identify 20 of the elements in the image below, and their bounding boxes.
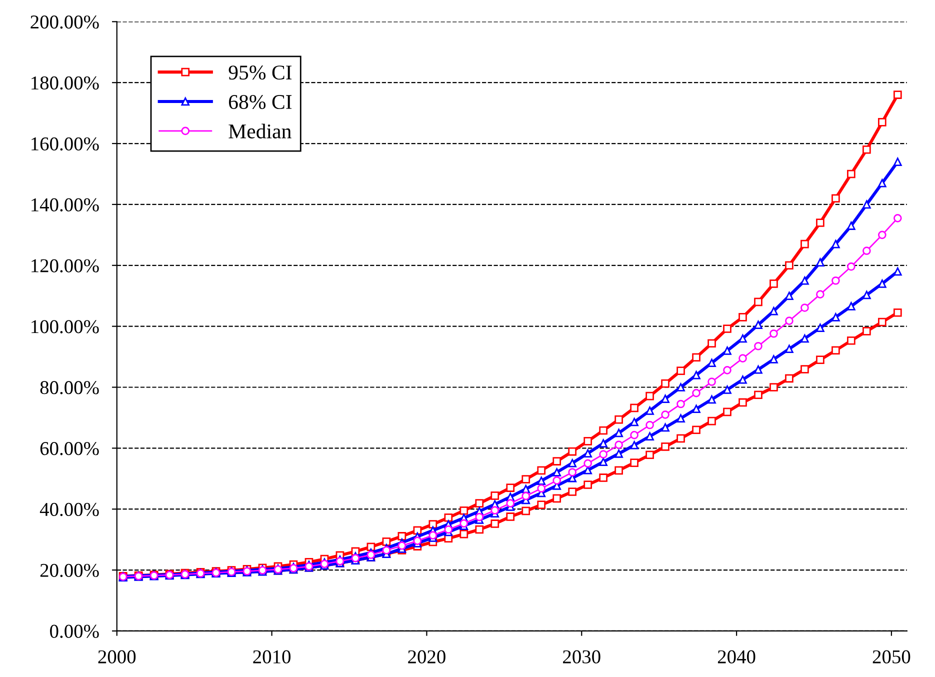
x-tick-label: 2030 bbox=[563, 650, 600, 664]
x-tick-label: 2020 bbox=[408, 650, 446, 664]
y-tick-label: 20.00% bbox=[40, 564, 99, 578]
y-tick-label: 60.00% bbox=[40, 442, 99, 456]
legend-label: 95% CI bbox=[228, 66, 292, 80]
x-tick-label: 2050 bbox=[872, 650, 910, 664]
y-tick-label: 100.00% bbox=[32, 320, 99, 334]
y-tick-label: 40.00% bbox=[40, 502, 99, 516]
y-tick-label: 180.00% bbox=[32, 76, 99, 90]
legend-label: Median bbox=[228, 124, 292, 138]
x-tick-label: 2000 bbox=[98, 650, 136, 664]
x-tick-label: 2010 bbox=[253, 650, 290, 664]
legend-label: 68% CI bbox=[228, 94, 292, 110]
y-tick-label: 160.00% bbox=[32, 137, 99, 151]
y-tick-label: 140.00% bbox=[32, 198, 99, 212]
y-tick-label: 120.00% bbox=[32, 259, 99, 272]
y-tick-label: 0.00% bbox=[50, 624, 99, 638]
y-tick-label: 80.00% bbox=[40, 381, 99, 394]
x-tick-label: 2040 bbox=[718, 650, 756, 664]
y-tick-label: 200.00% bbox=[30, 15, 99, 29]
